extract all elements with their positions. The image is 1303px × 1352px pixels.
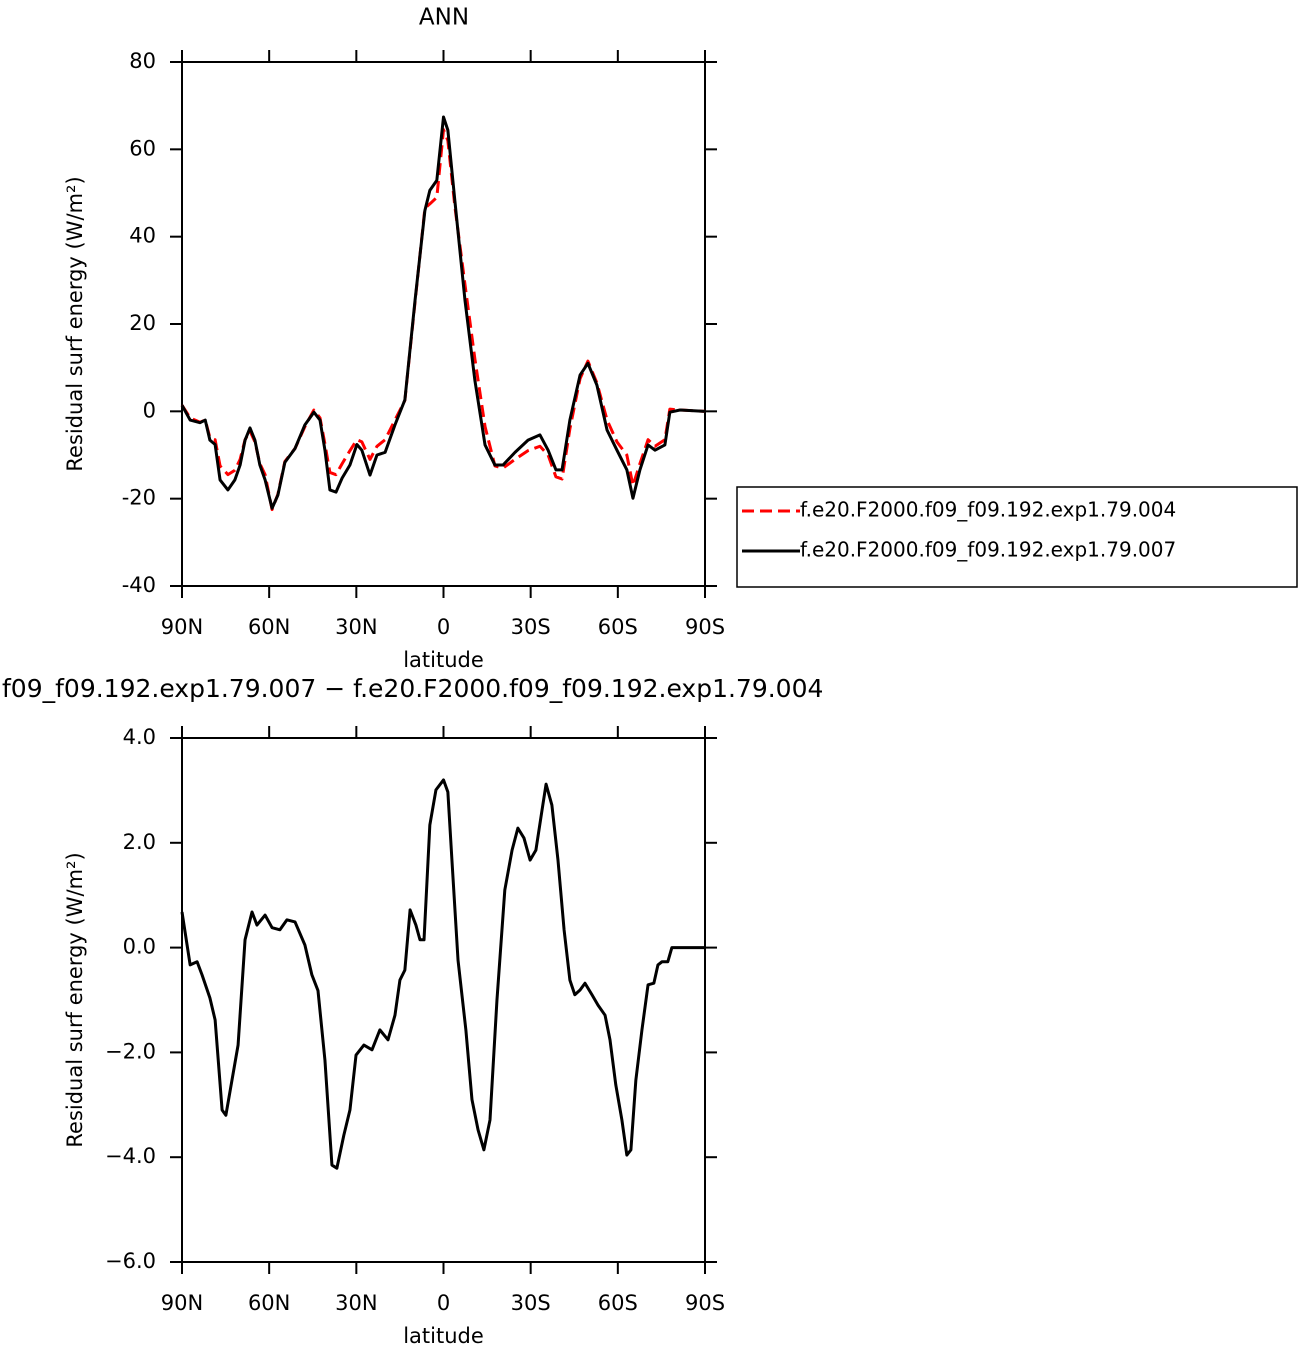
x-tick-label: 60N: [248, 615, 290, 639]
x-tick-label: 90N: [161, 615, 203, 639]
x-tick-label: 90S: [685, 615, 725, 639]
x-axis-label: latitude: [403, 648, 484, 672]
plot-frame: [181, 61, 706, 587]
x-tick-label: 60S: [598, 615, 638, 639]
data-line: [180, 128, 706, 512]
x-tick-label: 0: [437, 1291, 450, 1315]
legend-label: f.e20.F2000.f09_f09.192.exp1.79.004: [800, 498, 1176, 522]
y-tick-label: −2.0: [105, 1039, 156, 1063]
y-tick-label: -40: [122, 573, 156, 597]
y-tick-label: −6.0: [105, 1249, 156, 1273]
x-tick-label: 30S: [511, 615, 551, 639]
y-tick-label: 4.0: [123, 725, 156, 749]
y-tick-label: -20: [122, 486, 156, 510]
y-tick-label: 2.0: [123, 830, 156, 854]
y-axis-label: Residual surf energy (W/m²): [63, 852, 87, 1147]
x-tick-label: 30N: [335, 1291, 377, 1315]
x-tick-label: 60N: [248, 1291, 290, 1315]
legend-label: f.e20.F2000.f09_f09.192.exp1.79.007: [800, 538, 1176, 562]
x-tick-label: 0: [437, 615, 450, 639]
y-axis-label: Residual surf energy (W/m²): [63, 176, 87, 471]
data-line: [180, 115, 706, 510]
x-tick-label: 90S: [685, 1291, 725, 1315]
chart-title: f09_f09.192.exp1.79.007 − f.e20.F2000.f0…: [2, 674, 823, 703]
y-tick-label: 40: [129, 224, 156, 248]
x-tick-label: 30N: [335, 615, 377, 639]
legend-box: [736, 486, 1298, 588]
x-tick-label: 60S: [598, 1291, 638, 1315]
y-tick-label: −4.0: [105, 1144, 156, 1168]
chart-title: ANN: [419, 5, 469, 31]
y-tick-label: 80: [129, 49, 156, 73]
y-tick-label: 60: [129, 136, 156, 160]
data-line: [180, 778, 705, 1170]
y-tick-label: 0: [143, 398, 156, 422]
plot-frame: [181, 737, 706, 1263]
y-tick-label: 20: [129, 311, 156, 335]
x-tick-label: 30S: [511, 1291, 551, 1315]
x-axis-label: latitude: [403, 1324, 484, 1348]
x-tick-label: 90N: [161, 1291, 203, 1315]
y-tick-label: 0.0: [123, 935, 156, 959]
